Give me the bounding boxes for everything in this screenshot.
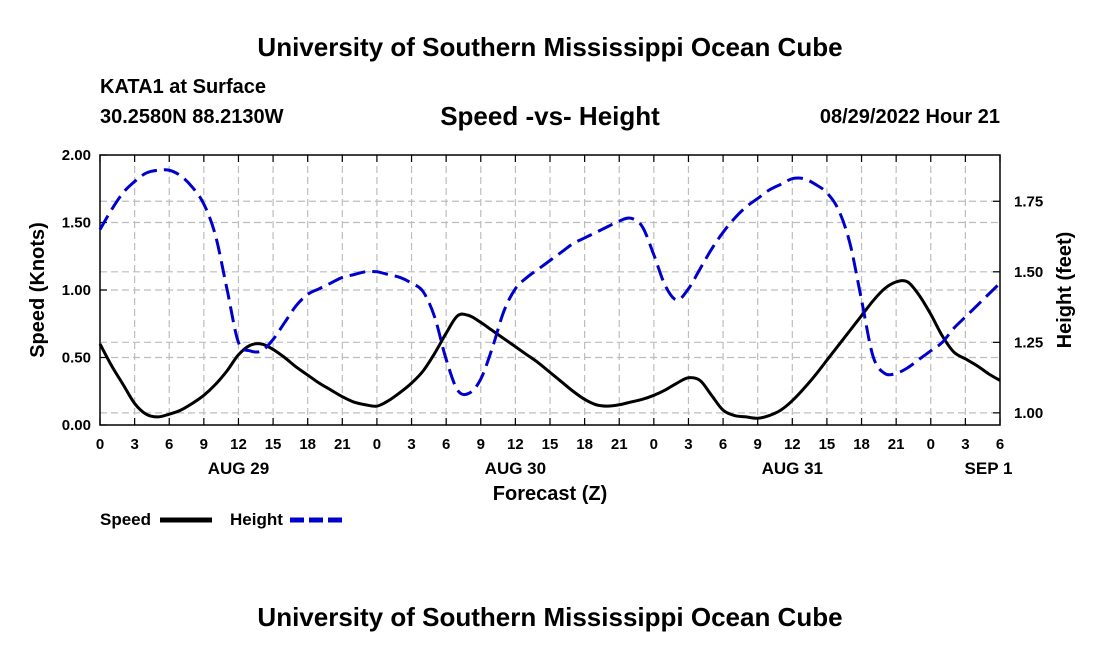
y-right-tick-label: 1.50 — [1014, 264, 1043, 281]
legend-speed-label: Speed — [100, 510, 151, 529]
x-tick-label: 15 — [542, 436, 559, 453]
datetime-label: 08/29/2022 Hour 21 — [819, 106, 1000, 128]
x-tick-label: 3 — [961, 436, 969, 453]
x-tick-label: 18 — [576, 436, 593, 453]
x-tick-label: 12 — [230, 436, 247, 453]
x-tick-label: 15 — [819, 436, 836, 453]
series-line-height — [98, 168, 1002, 397]
x-tick-label: 12 — [784, 436, 801, 453]
x-date-label: SEP 1 — [965, 459, 1013, 478]
y-left-tick-label: 1.00 — [62, 282, 91, 299]
y-right-tick-label: 1.25 — [1014, 334, 1043, 351]
y-left-tick-label: 0.00 — [62, 417, 91, 434]
footer-title: University of Southern Mississippi Ocean… — [257, 602, 843, 632]
x-tick-label: 3 — [130, 436, 138, 453]
x-tick-label: 6 — [442, 436, 450, 453]
x-tick-label: 21 — [334, 436, 351, 453]
y-axis-left-label: Speed (Knots) — [27, 222, 49, 358]
x-tick-label: 18 — [299, 436, 316, 453]
x-tick-label: 0 — [927, 436, 935, 453]
x-tick-label: 6 — [996, 436, 1004, 453]
x-tick-label: 0 — [373, 436, 381, 453]
legend: Speed Height — [100, 510, 342, 529]
x-tick-label: 9 — [200, 436, 208, 453]
x-tick-label: 21 — [611, 436, 628, 453]
coords-label: 30.2580N 88.2130W — [100, 106, 284, 128]
station-label: KATA1 at Surface — [100, 76, 266, 98]
y-left-tick-label: 0.50 — [62, 350, 91, 367]
series-lines — [98, 168, 1002, 420]
x-date-label: AUG 29 — [208, 459, 269, 478]
x-tick-label: 0 — [650, 436, 658, 453]
x-tick-label: 3 — [407, 436, 415, 453]
x-tick-label: 21 — [888, 436, 905, 453]
x-tick-label: 6 — [719, 436, 727, 453]
x-tick-label: 15 — [265, 436, 282, 453]
x-date-label: AUG 31 — [762, 459, 823, 478]
axis-ticks: 0 3 6 9 12 15 18 21 0 3 6 9 12 15 18 21 0 3 6 9 12 15 18 21 0 3 6 A… — [62, 147, 1043, 478]
y-left-tick-label: 1.50 — [62, 215, 91, 232]
y-right-tick-label: 1.00 — [1014, 405, 1043, 422]
y-right-tick-label: 1.75 — [1014, 193, 1043, 210]
chart-title: Speed -vs- Height — [440, 101, 660, 131]
x-tick-label: 3 — [684, 436, 692, 453]
x-tick-label: 6 — [165, 436, 173, 453]
x-date-label: AUG 30 — [485, 459, 546, 478]
page-title: University of Southern Mississippi Ocean… — [257, 32, 843, 62]
y-axis-right-label: Height (feet) — [1054, 232, 1076, 349]
x-axis-label: Forecast (Z) — [493, 483, 607, 505]
y-left-tick-label: 2.00 — [62, 147, 91, 164]
x-tick-label: 9 — [477, 436, 485, 453]
x-tick-label: 12 — [507, 436, 524, 453]
x-tick-label: 0 — [96, 436, 104, 453]
series-line-speed — [98, 279, 1001, 420]
x-tick-label: 18 — [853, 436, 870, 453]
legend-height-label: Height — [230, 510, 283, 529]
grid-lines — [100, 155, 1000, 425]
x-tick-label: 9 — [754, 436, 762, 453]
